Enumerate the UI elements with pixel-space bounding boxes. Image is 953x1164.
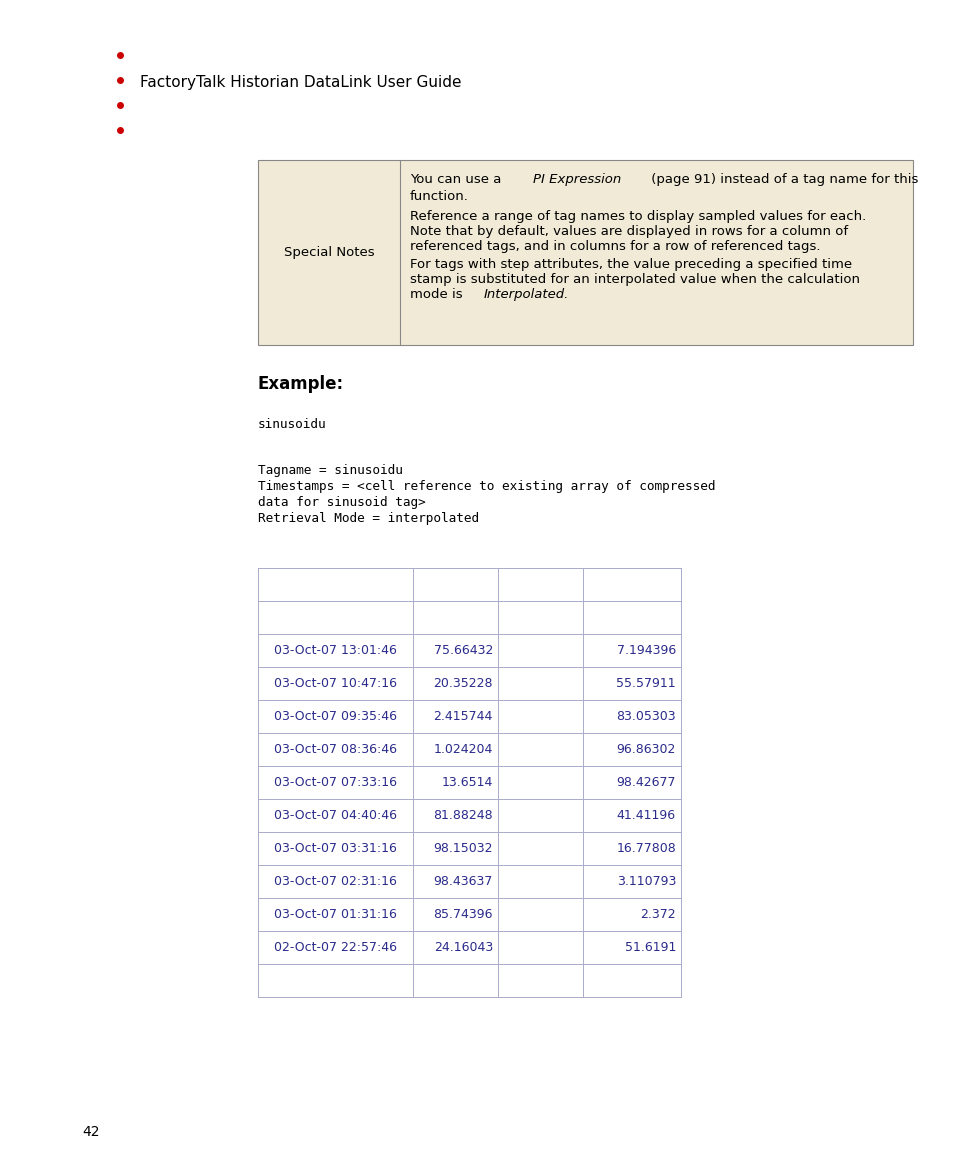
Text: 3.110793: 3.110793 <box>616 875 676 888</box>
Text: Retrieval Mode = interpolated: Retrieval Mode = interpolated <box>257 512 478 525</box>
Text: 03-Oct-07 01:31:16: 03-Oct-07 01:31:16 <box>274 908 396 921</box>
Text: data for sinusoid tag>: data for sinusoid tag> <box>257 496 425 509</box>
Text: Tagname = sinusoidu: Tagname = sinusoidu <box>257 464 402 477</box>
Text: Example:: Example: <box>257 375 344 393</box>
Text: 55.57911: 55.57911 <box>616 677 676 690</box>
Text: You can use a: You can use a <box>410 173 505 186</box>
Text: 98.43637: 98.43637 <box>434 875 493 888</box>
Text: 03-Oct-07 04:40:46: 03-Oct-07 04:40:46 <box>274 809 396 822</box>
Text: 24.16043: 24.16043 <box>434 941 493 954</box>
Text: 03-Oct-07 13:01:46: 03-Oct-07 13:01:46 <box>274 644 396 656</box>
Text: 41.41196: 41.41196 <box>617 809 676 822</box>
Text: 03-Oct-07 09:35:46: 03-Oct-07 09:35:46 <box>274 710 396 723</box>
Text: 2.372: 2.372 <box>639 908 676 921</box>
Text: For tags with step attributes, the value preceding a specified time: For tags with step attributes, the value… <box>410 258 851 271</box>
Text: FactoryTalk Historian DataLink User Guide: FactoryTalk Historian DataLink User Guid… <box>140 74 461 90</box>
Text: 75.66432: 75.66432 <box>434 644 493 656</box>
Text: 2.415744: 2.415744 <box>434 710 493 723</box>
Text: 81.88248: 81.88248 <box>433 809 493 822</box>
Text: sinusoidu: sinusoidu <box>257 418 326 431</box>
Text: 98.42677: 98.42677 <box>616 776 676 789</box>
Text: 51.6191: 51.6191 <box>624 941 676 954</box>
Text: 03-Oct-07 02:31:16: 03-Oct-07 02:31:16 <box>274 875 396 888</box>
Text: 96.86302: 96.86302 <box>616 743 676 755</box>
Text: 42: 42 <box>82 1124 99 1140</box>
Text: (page 91) instead of a tag name for this: (page 91) instead of a tag name for this <box>646 173 918 186</box>
Text: 03-Oct-07 07:33:16: 03-Oct-07 07:33:16 <box>274 776 396 789</box>
Text: PI Expression: PI Expression <box>533 173 621 186</box>
Text: 13.6514: 13.6514 <box>441 776 493 789</box>
Text: Timestamps = <cell reference to existing array of compressed: Timestamps = <cell reference to existing… <box>257 480 715 494</box>
Text: 03-Oct-07 10:47:16: 03-Oct-07 10:47:16 <box>274 677 396 690</box>
Text: Special Notes: Special Notes <box>283 246 374 260</box>
Text: 1.024204: 1.024204 <box>434 743 493 755</box>
Text: 03-Oct-07 03:31:16: 03-Oct-07 03:31:16 <box>274 842 396 856</box>
Text: 83.05303: 83.05303 <box>616 710 676 723</box>
Text: 20.35228: 20.35228 <box>433 677 493 690</box>
Text: 7.194396: 7.194396 <box>616 644 676 656</box>
Text: function.: function. <box>410 190 468 203</box>
Text: Reference a range of tag names to display sampled values for each.: Reference a range of tag names to displa… <box>410 210 865 223</box>
Text: 02-Oct-07 22:57:46: 02-Oct-07 22:57:46 <box>274 941 396 954</box>
Text: 16.77808: 16.77808 <box>616 842 676 856</box>
Text: 98.15032: 98.15032 <box>433 842 493 856</box>
Text: Interpolated.: Interpolated. <box>483 288 568 301</box>
Text: 03-Oct-07 08:36:46: 03-Oct-07 08:36:46 <box>274 743 396 755</box>
Text: Note that by default, values are displayed in rows for a column of: Note that by default, values are display… <box>410 225 847 237</box>
Text: stamp is substituted for an interpolated value when the calculation: stamp is substituted for an interpolated… <box>410 274 859 286</box>
Text: referenced tags, and in columns for a row of referenced tags.: referenced tags, and in columns for a ro… <box>410 240 820 253</box>
Text: mode is: mode is <box>410 288 466 301</box>
Bar <box>257 159 912 345</box>
Text: 85.74396: 85.74396 <box>433 908 493 921</box>
